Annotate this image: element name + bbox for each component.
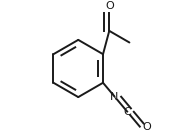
Text: N: N bbox=[110, 92, 118, 102]
Text: O: O bbox=[105, 1, 114, 11]
Text: O: O bbox=[142, 122, 151, 132]
Text: C: C bbox=[123, 107, 131, 116]
